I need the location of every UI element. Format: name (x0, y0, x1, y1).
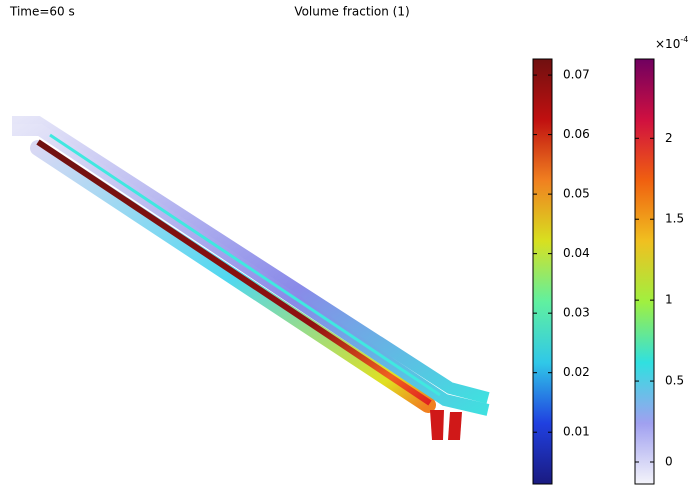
tick-label: 0.04 (563, 246, 590, 260)
tick-label: 0.05 (563, 187, 590, 201)
tick-label: 0 (665, 454, 673, 468)
tick-label: 1 (665, 293, 673, 307)
colorbar (635, 59, 654, 484)
scale-base: ×10 (655, 37, 680, 51)
tick-label: 0.02 (563, 365, 590, 379)
chart: Time=60 s Volume fraction (1) 0.01 0.02 0.… (0, 0, 690, 487)
tick-label: 0.5 (665, 374, 684, 388)
time-label: Time=60 s (9, 5, 75, 19)
scale-label: ×10-4 (655, 35, 688, 51)
tick-label: 0.07 (563, 68, 590, 82)
tick-label: 2 (665, 131, 673, 145)
tick-label: 1.5 (665, 212, 684, 226)
tick-label: 0.06 (563, 127, 590, 141)
geometry (12, 122, 488, 440)
tick-label: 0.03 (563, 306, 590, 320)
tick-label: 0.01 (563, 425, 590, 439)
plot-title: Volume fraction (1) (294, 5, 409, 19)
colorbar (533, 59, 552, 484)
scale-exponent: -4 (680, 35, 688, 44)
